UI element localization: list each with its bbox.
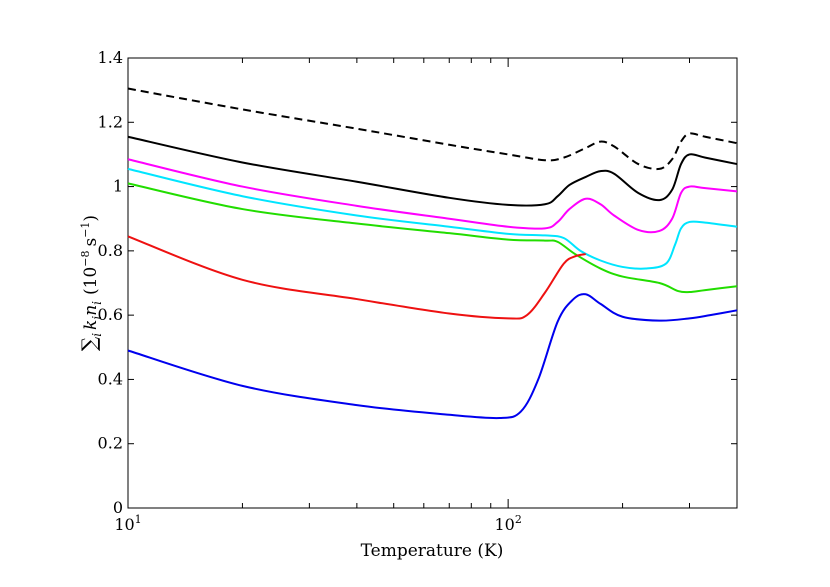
series-line-6 [127, 235, 586, 320]
y-tick-label: 1.2 [98, 112, 123, 131]
y-tick-label: 0.2 [98, 434, 123, 453]
y-axis-label: ∑ikini(10−8s−1) [77, 215, 104, 351]
series-line-3 [127, 158, 738, 234]
y-tick-label: 0.8 [98, 241, 123, 260]
plot-area [127, 57, 738, 509]
y-tick-label: 0.6 [98, 305, 123, 324]
x-axis-label: Temperature (K) [361, 541, 504, 561]
series-line-1 [127, 87, 738, 171]
series-line-4 [127, 167, 738, 270]
series-line-2 [127, 135, 738, 207]
series-layer [127, 87, 738, 420]
series-line-5 [127, 182, 738, 294]
y-tick-label: 0 [113, 498, 123, 517]
y-tick-label: 0.4 [98, 369, 123, 388]
series-line-7 [127, 293, 738, 420]
tick-layer: 0 0.2 0.4 0.6 0.8 1 1.2 1.4 101 102 [98, 48, 738, 534]
x-tick-label: 102 [494, 513, 521, 534]
y-tick-label: 1.4 [98, 48, 123, 67]
y-tick-label: 1 [113, 177, 123, 196]
x-tick-label: 101 [114, 513, 141, 534]
